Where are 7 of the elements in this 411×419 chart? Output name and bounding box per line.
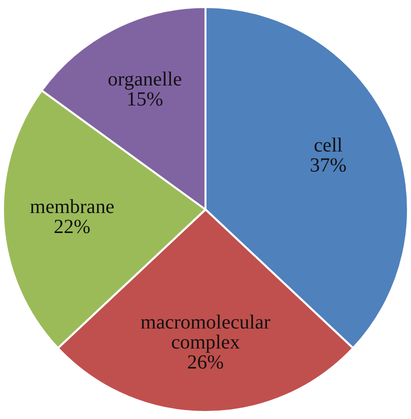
slice-label: macromolecular complex [140, 311, 271, 354]
slice-label: organelle [108, 68, 182, 91]
data-label: 22% [54, 216, 90, 238]
slice-label: cell [314, 134, 344, 157]
data-label: 15% [126, 88, 164, 111]
slice-label: membrane [30, 196, 114, 218]
data-label: 37% [310, 154, 346, 177]
